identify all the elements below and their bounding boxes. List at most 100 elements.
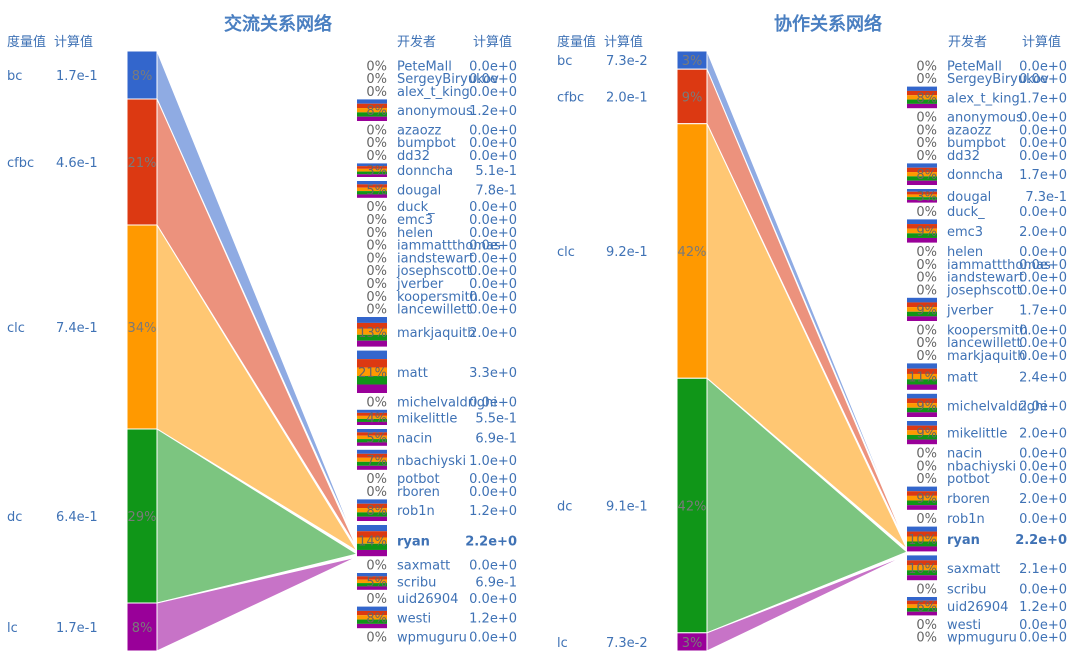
developer-value: 1.2e+0 [1019, 600, 1067, 615]
mini-segment-clc [357, 328, 387, 335]
mini-segment-bc [357, 499, 387, 504]
developer-pct: 10% [908, 533, 937, 548]
mini-segment-clc [357, 615, 387, 620]
mini-segment-dc [907, 99, 937, 104]
developer-value: 0.0e+0 [469, 85, 517, 100]
developer-value: 0.0e+0 [1019, 336, 1067, 351]
developer-pct: 3% [366, 164, 387, 179]
mini-segment-dc [907, 197, 937, 200]
developer-value: 2.0e+0 [469, 326, 517, 341]
mini-segment-clc [907, 194, 937, 198]
mini-segment-cfbc [357, 359, 387, 368]
mini-segment-lc [357, 116, 387, 121]
developer-name: lancewillett [947, 336, 1022, 351]
developer-value: 0.0e+0 [1019, 349, 1067, 364]
developer-row: 11% matt 2.4e+0 [907, 363, 1067, 390]
developer-value: 0.0e+0 [469, 200, 517, 215]
developer-name: iammattthomas [397, 239, 501, 254]
developer-row: 9% mikelittle 2.0e+0 [907, 421, 1067, 445]
mini-segment-clc [907, 604, 937, 609]
mini-segment-clc [907, 95, 937, 100]
developer-pct: 0% [916, 111, 937, 126]
developer-name: duck_ [947, 205, 985, 220]
metric-value: 9.1e-1 [606, 500, 648, 515]
developer-name: wpmuguru [947, 631, 1017, 646]
mini-segment-lc [357, 623, 387, 629]
mini-segment-clc [357, 508, 387, 513]
developer-row: 14% ryan 2.2e+0 [357, 525, 517, 557]
developer-row: 0% bumpbot 0.0e+0 [366, 136, 517, 151]
developer-pct: 14% [358, 535, 387, 550]
developer-value: 0.0e+0 [1019, 205, 1067, 220]
developer-value: 3.3e+0 [469, 366, 517, 381]
mini-segment-cfbc [357, 610, 387, 616]
developer-pct: 0% [366, 592, 387, 607]
developer-value: 0.0e+0 [1019, 59, 1067, 74]
mini-segment-dc [357, 583, 387, 587]
metric-label: clc [7, 321, 25, 336]
bar-segment-lc [676, 632, 708, 652]
metric-label: lc [557, 636, 568, 651]
developer-name: duck_ [397, 200, 435, 215]
developer-value: 2.0e+0 [1019, 492, 1067, 507]
developer-name: anonymous [947, 111, 1023, 126]
developer-name: nbachiyski [397, 454, 466, 469]
developer-row: 0% dd32 0.0e+0 [916, 149, 1067, 164]
developer-row: 0% duck_ 0.0e+0 [366, 200, 517, 215]
developer-row: 0% jverber 0.0e+0 [366, 277, 517, 292]
developer-pct: 0% [366, 213, 387, 228]
developer-value: 0.0e+0 [1019, 631, 1067, 646]
developer-value: 0.0e+0 [469, 277, 517, 292]
developer-value: 0.0e+0 [469, 123, 517, 138]
bar-segment-clc [126, 224, 158, 430]
developer-list: 0% PeteMall 0.0e+00% SergeyBiryukov0.0e+00%… [357, 59, 517, 646]
developer-name: iandstewart [947, 271, 1024, 286]
chart-panel-communication: 交流关系网络 度量值 计算值 开发者 计算值 8% 21% 34% 29% 8% bc 1.… [7, 13, 517, 652]
developer-name: koopersmith [397, 290, 478, 305]
mini-segment-cfbc [357, 531, 387, 538]
metric-value: 2.0e-1 [606, 90, 648, 105]
developer-row: 5% dougal 7.8e-1 [357, 181, 517, 198]
developer-name: potbot [397, 472, 440, 487]
developer-value: 0.0e+0 [469, 592, 517, 607]
developer-pct: 0% [366, 290, 387, 305]
mini-segment-lc [907, 439, 937, 445]
mini-segment-dc [357, 376, 387, 385]
mini-segment-bc [907, 86, 937, 91]
developer-row: 0% potbot 0.0e+0 [366, 472, 517, 487]
developer-name: saxmatt [947, 562, 1000, 577]
developer-value: 0.0e+0 [1019, 149, 1067, 164]
developer-value: 5.5e-1 [475, 411, 517, 426]
developer-name: PeteMall [947, 59, 1002, 74]
mini-segment-cfbc [357, 576, 387, 580]
developer-pct: 8% [366, 611, 387, 626]
developer-pct: 0% [366, 239, 387, 254]
developer-name: donncha [947, 168, 1003, 183]
developer-pct: 7% [366, 454, 387, 469]
developer-value: 1.7e+0 [1019, 91, 1067, 106]
mini-segment-cfbc [907, 368, 937, 374]
metric-label: dc [557, 500, 572, 515]
mini-segment-lc [907, 199, 937, 203]
developer-value: 0.0e+0 [469, 631, 517, 646]
mini-segment-clc [907, 228, 937, 234]
developer-pct: 9% [916, 427, 937, 442]
developer-row: 21% matt 3.3e+0 [357, 350, 517, 393]
mini-segment-dc [357, 334, 387, 341]
mini-segment-bc [357, 573, 387, 577]
mini-segment-cfbc [357, 103, 387, 109]
bar-segment-pct: 3% [682, 636, 703, 651]
developer-row: 0% potbot 0.0e+0 [916, 472, 1067, 487]
developer-name: rob1n [947, 512, 985, 527]
mini-segment-clc [357, 579, 387, 584]
developer-value: 0.0e+0 [469, 290, 517, 305]
developer-name: uid26904 [397, 592, 458, 607]
developer-value: 0.0e+0 [469, 136, 517, 151]
mini-segment-dc [907, 500, 937, 506]
mini-segment-clc [907, 495, 937, 501]
developer-row: 0% wpmuguru 0.0e+0 [366, 631, 517, 646]
